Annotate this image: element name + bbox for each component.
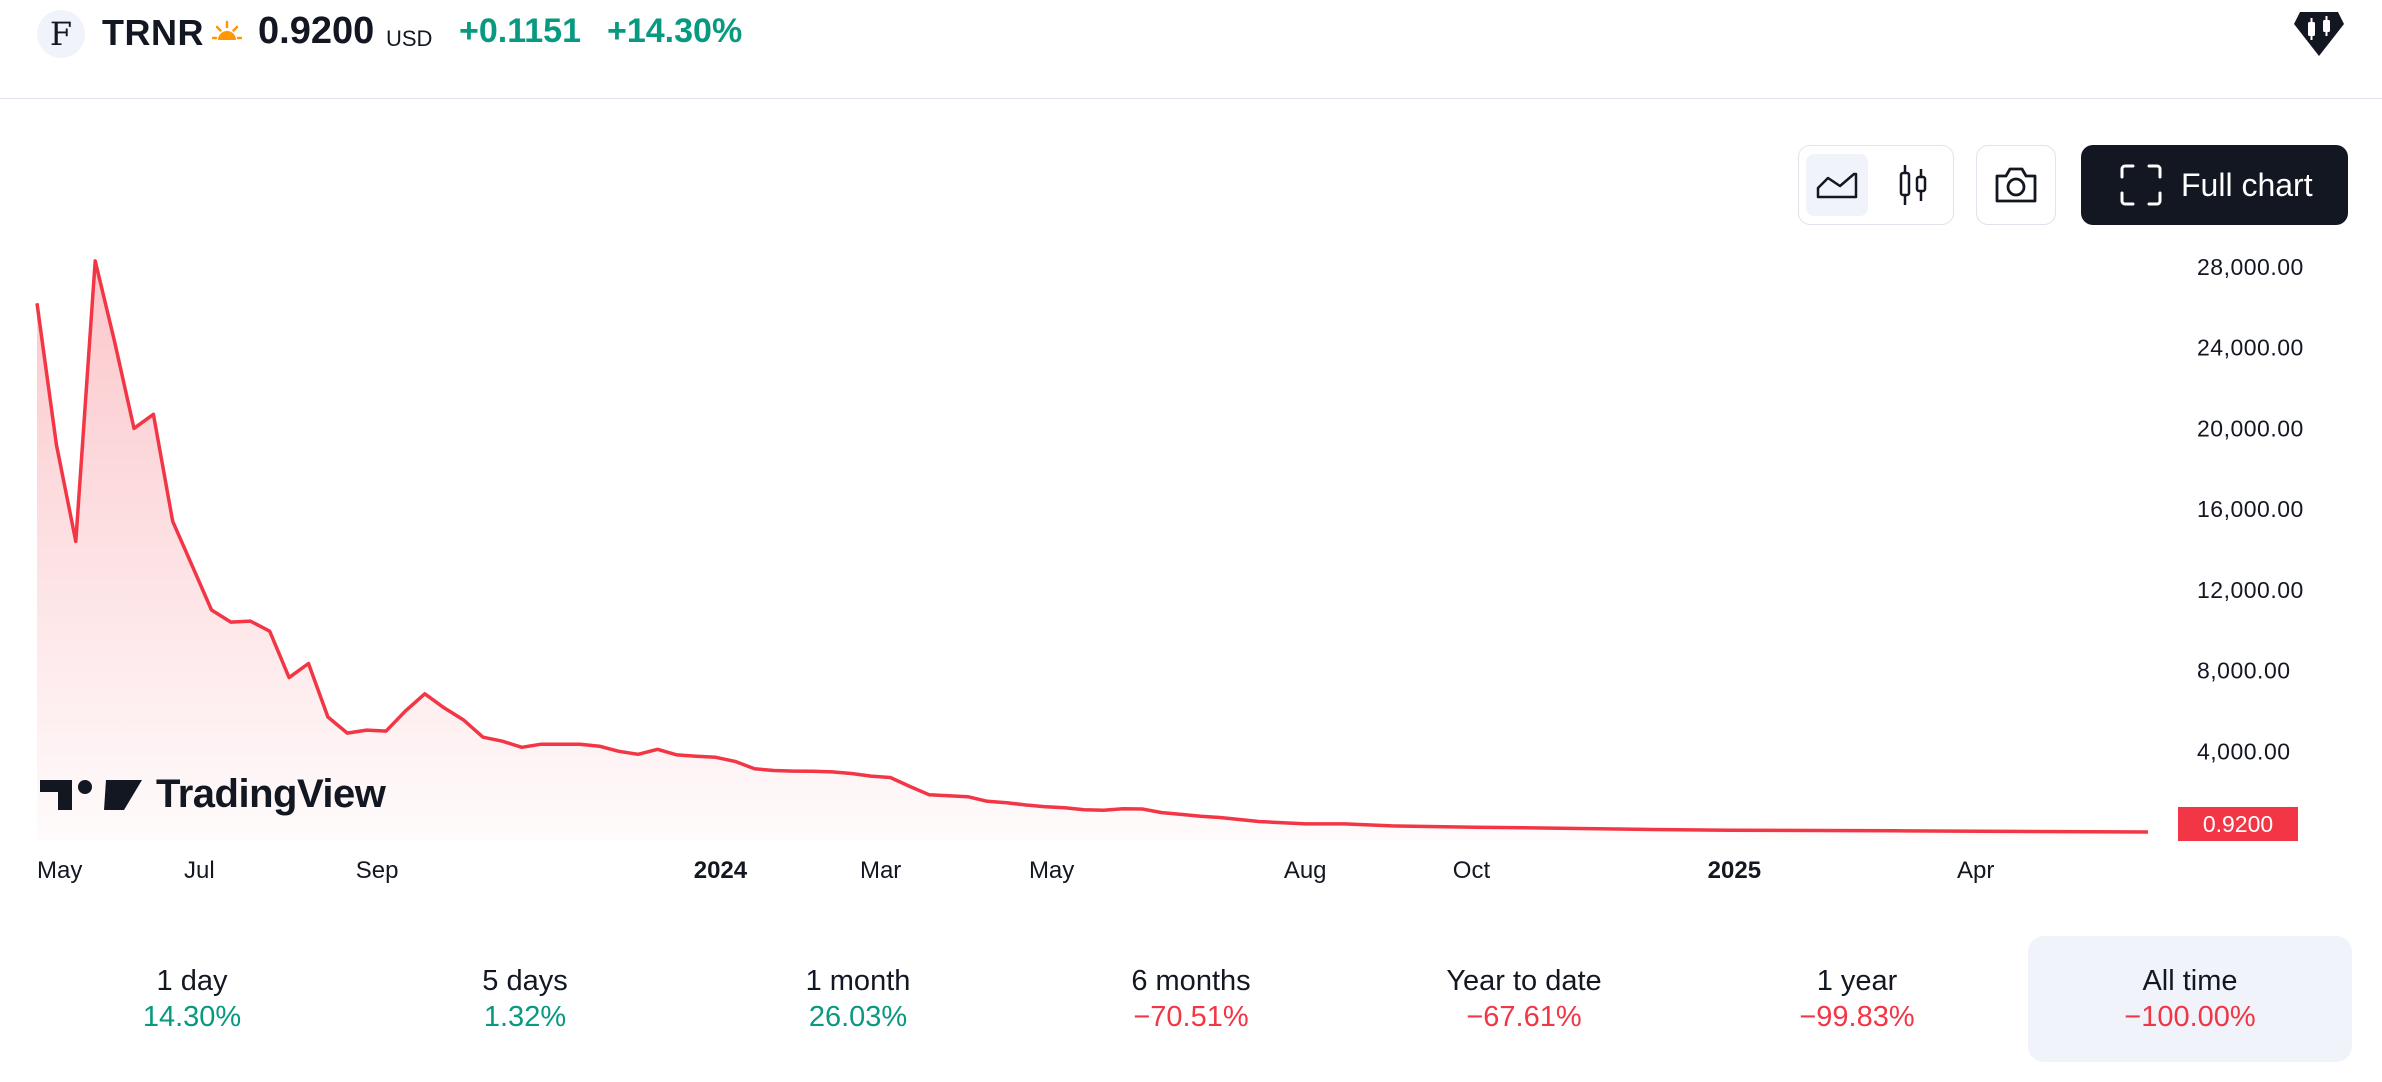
company-logo[interactable]: F [37, 10, 85, 58]
candlestick-icon [1899, 165, 1927, 205]
area-chart-icon [1816, 172, 1858, 199]
period-6-months[interactable]: 6 months −70.51% [1029, 936, 1353, 1062]
last-price-label: 0.9200 [2178, 807, 2298, 841]
period-change: −99.83% [1799, 1001, 1915, 1033]
x-axis-label: Apr [1957, 857, 1994, 884]
fullscreen-icon [2120, 164, 2162, 206]
sun-icon [212, 20, 242, 40]
price-change-percent: +14.30% [607, 12, 743, 50]
period-label: Year to date [1446, 965, 1602, 997]
period-change: 14.30% [142, 1001, 242, 1033]
y-axis-label: 12,000.00 [2197, 577, 2304, 603]
tradingview-candle-badge-icon[interactable] [2292, 10, 2346, 58]
watermark-text: TradingView [156, 772, 386, 816]
period-label: All time [2142, 965, 2238, 997]
last-price: 0.9200 [258, 10, 375, 52]
period-selector: 1 day 14.30% 5 days 1.32% 1 month 26.03%… [30, 936, 2352, 1062]
price-chart[interactable]: 28,000.00 24,000.00 20,000.00 16,000.00 12,0… [0, 240, 2382, 900]
symbol-header: F TRNR 0.9200 USD +0.1151 +14.30% [0, 0, 2382, 99]
area-style-button[interactable] [1806, 154, 1868, 216]
candle-style-button[interactable] [1882, 154, 1944, 216]
x-axis-label: Mar [860, 857, 901, 884]
period-change: 1.32% [483, 1001, 567, 1033]
x-axis-label: Aug [1284, 857, 1327, 884]
x-axis-label: May [1029, 857, 1074, 884]
period-change: 26.03% [808, 1001, 908, 1033]
period-label: 6 months [1131, 965, 1251, 997]
tradingview-watermark[interactable]: TradingView [40, 772, 386, 817]
period-change: −67.61% [1466, 1001, 1582, 1033]
full-chart-button[interactable]: Full chart [2081, 145, 2348, 225]
y-axis-label: 4,000.00 [2197, 738, 2291, 764]
period-1-month[interactable]: 1 month 26.03% [696, 936, 1020, 1062]
x-axis-label: Jul [184, 857, 215, 884]
period-5-days[interactable]: 5 days 1.32% [363, 936, 687, 1062]
tradingview-logo-icon [40, 779, 142, 810]
period-label: 1 day [156, 965, 228, 997]
period-label: 5 days [482, 965, 568, 997]
price-line [35, 259, 2149, 834]
snapshot-button[interactable] [1976, 145, 2056, 225]
full-chart-label: Full chart [2181, 166, 2313, 203]
x-axis-label: May [37, 857, 82, 884]
period-label: 1 year [1816, 965, 1898, 997]
price-area-fill [37, 260, 2148, 840]
currency-label: USD [386, 26, 433, 51]
y-axis-label: 16,000.00 [2197, 496, 2304, 522]
y-axis-label: 24,000.00 [2197, 335, 2304, 361]
period-all-time[interactable]: All time −100.00% [2028, 936, 2352, 1062]
period-1-day[interactable]: 1 day 14.30% [30, 936, 354, 1062]
price-change: +0.1151 [459, 12, 581, 50]
logo-letter: F [49, 15, 73, 53]
y-axis-label: 8,000.00 [2197, 658, 2291, 684]
period-change: −70.51% [1133, 1001, 1249, 1033]
x-axis-label: 2024 [694, 857, 748, 884]
camera-icon [1995, 167, 2037, 203]
y-axis-label: 20,000.00 [2197, 415, 2304, 441]
y-axis-label: 28,000.00 [2197, 254, 2304, 280]
period-1-year[interactable]: 1 year −99.83% [1695, 936, 2019, 1062]
period-year-to-date[interactable]: Year to date −67.61% [1362, 936, 1686, 1062]
x-axis-label: 2025 [1708, 857, 1761, 884]
period-change: −100.00% [2124, 1001, 2256, 1033]
period-label: 1 month [805, 965, 911, 997]
x-axis-label: Oct [1453, 857, 1491, 884]
symbol-name[interactable]: TRNR [102, 12, 204, 53]
chart-style-toggle [1798, 145, 1954, 225]
x-axis-label: Sep [356, 857, 399, 884]
